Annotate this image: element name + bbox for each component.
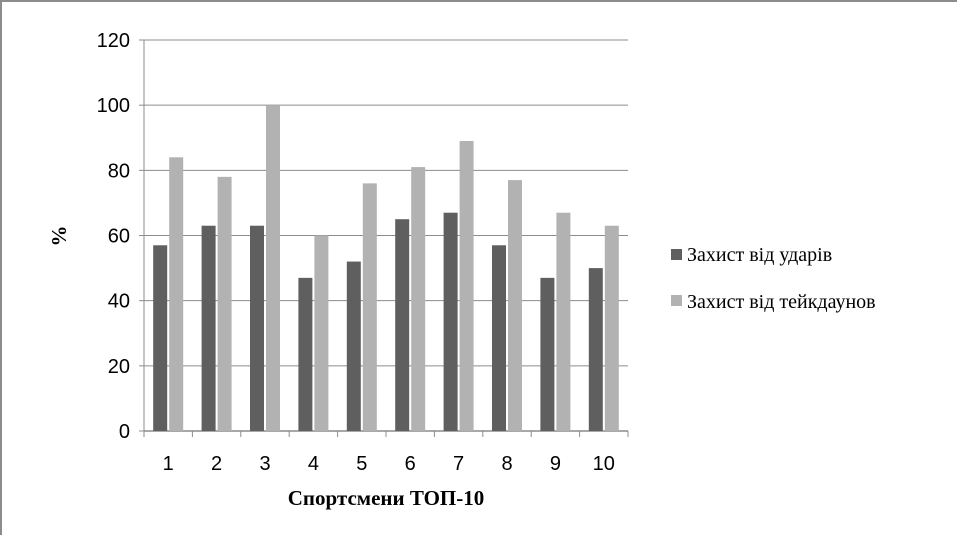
y-tick-label-20: 20 — [108, 356, 130, 378]
x-tick-label-1: 1 — [163, 453, 174, 475]
y-tick-label-60: 60 — [108, 226, 130, 248]
x-axis-title: Спортсмени ТОП-10 — [288, 486, 485, 510]
bar-series-1-cat-7 — [443, 212, 458, 431]
bar-series-2-cat-5 — [362, 183, 377, 431]
bar-series-1-cat-8 — [492, 245, 506, 431]
x-tick-labels: 1 2 3 4 5 6 7 8 9 10 — [163, 453, 615, 475]
bar-series-1-cat-2 — [201, 225, 216, 431]
bar-series-1-cat-6 — [395, 219, 410, 431]
y-tick-label-40: 40 — [108, 291, 130, 313]
legend-label-series-2: Захист від тейкдаунов — [687, 291, 876, 313]
y-tick-label-80: 80 — [108, 160, 130, 182]
bar-series-2-cat-7 — [459, 141, 474, 431]
bar-series-1-cat-5 — [346, 261, 361, 431]
x-tick-label-7: 7 — [453, 453, 464, 475]
legend: Захист від ударів Захист від тейкдаунов — [671, 244, 876, 313]
y-axis-title: % — [47, 226, 71, 247]
bar-series-2-cat-6 — [411, 167, 426, 431]
legend-swatch-series-1 — [671, 249, 682, 260]
legend-label-series-1: Захист від ударів — [687, 244, 832, 266]
x-tick-label-10: 10 — [593, 453, 615, 475]
bars — [153, 105, 619, 432]
y-tick-label-120: 120 — [97, 30, 130, 52]
y-tick-labels: 0 20 40 60 80 100 120 — [97, 30, 130, 443]
x-tick-label-8: 8 — [501, 453, 512, 475]
gridlines — [144, 39, 628, 367]
x-tick-label-9: 9 — [550, 453, 561, 475]
bar-series-2-cat-4 — [314, 235, 329, 431]
legend-swatch-series-2 — [671, 295, 682, 306]
bar-series-2-cat-3 — [266, 105, 280, 432]
bar-series-1-cat-3 — [250, 225, 264, 431]
bar-series-2-cat-1 — [169, 157, 184, 432]
bar-series-1-cat-4 — [298, 277, 313, 431]
bar-series-1-cat-9 — [540, 277, 555, 431]
x-tick-label-3: 3 — [259, 453, 270, 475]
y-tick-label-100: 100 — [97, 95, 130, 117]
y-tick-label-0: 0 — [119, 421, 130, 443]
x-tick-label-4: 4 — [308, 453, 319, 475]
bar-series-2-cat-8 — [508, 180, 522, 431]
x-tick-label-6: 6 — [405, 453, 416, 475]
x-tick-label-2: 2 — [211, 453, 222, 475]
bar-series-1-cat-1 — [153, 245, 168, 431]
bar-series-2-cat-9 — [556, 212, 571, 431]
bar-series-2-cat-2 — [217, 176, 232, 431]
x-tick-label-5: 5 — [356, 453, 367, 475]
bar-series-1-cat-10 — [588, 268, 603, 431]
bar-series-2-cat-10 — [604, 225, 619, 431]
